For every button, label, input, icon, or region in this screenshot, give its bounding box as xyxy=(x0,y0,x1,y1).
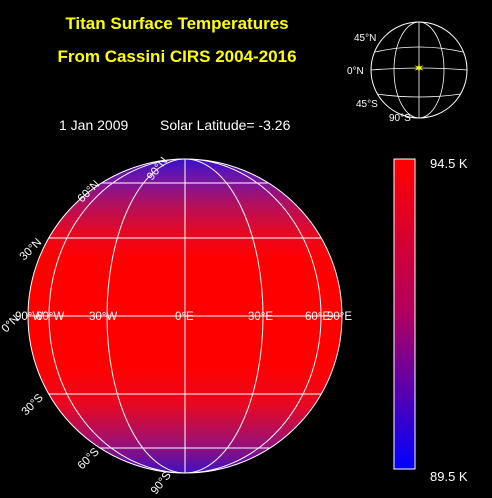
inset-subsolar-marker-icon: ✶ xyxy=(413,60,425,76)
lon-label-90w: 90°W xyxy=(15,311,43,323)
meridian-line xyxy=(48,159,322,473)
title-line-1: Titan Surface Temperatures xyxy=(65,14,288,33)
inset-meridian xyxy=(393,21,445,119)
lon-label-60e: 60°E xyxy=(305,311,330,323)
inset-lat-label: 90°S xyxy=(389,113,411,124)
lon-label-0e: 0°E xyxy=(175,311,194,323)
solar-latitude-label: Solar Latitude= -3.26 xyxy=(160,117,291,133)
title-line-2: From Cassini CIRS 2004-2016 xyxy=(57,47,296,66)
lat-label-90s: 90°S xyxy=(149,469,174,496)
lon-label-60w: 60°W xyxy=(36,311,64,323)
colorbar-max-label: 94.5 K xyxy=(430,156,468,171)
meridian-line xyxy=(106,159,264,473)
temperature-colorbar: 94.5 K 89.5 K xyxy=(393,156,468,484)
lon-label-90e: 90°E xyxy=(327,311,352,323)
titan-globe: 90°N 60°N 30°N 0°N 30°S 60°S 90°S 90°W 6… xyxy=(0,155,352,497)
lat-label-60s: 60°S xyxy=(76,446,102,472)
colorbar-gradient xyxy=(393,158,416,470)
lon-label-30w: 30°W xyxy=(89,311,117,323)
globe-outline xyxy=(27,158,343,474)
inset-orientation-globe: 45°N 0°N 45°S 90°S ✶ xyxy=(347,21,468,124)
lat-label-30s: 30°S xyxy=(20,392,46,418)
colorbar-min-label: 89.5 K xyxy=(430,469,468,484)
date-label: 1 Jan 2009 xyxy=(59,117,128,133)
lon-label-30e: 30°E xyxy=(248,311,273,323)
inset-lat-label: 0°N xyxy=(347,66,364,77)
inset-lat-label: 45°S xyxy=(356,99,378,110)
inset-lat-label: 45°N xyxy=(354,33,376,44)
